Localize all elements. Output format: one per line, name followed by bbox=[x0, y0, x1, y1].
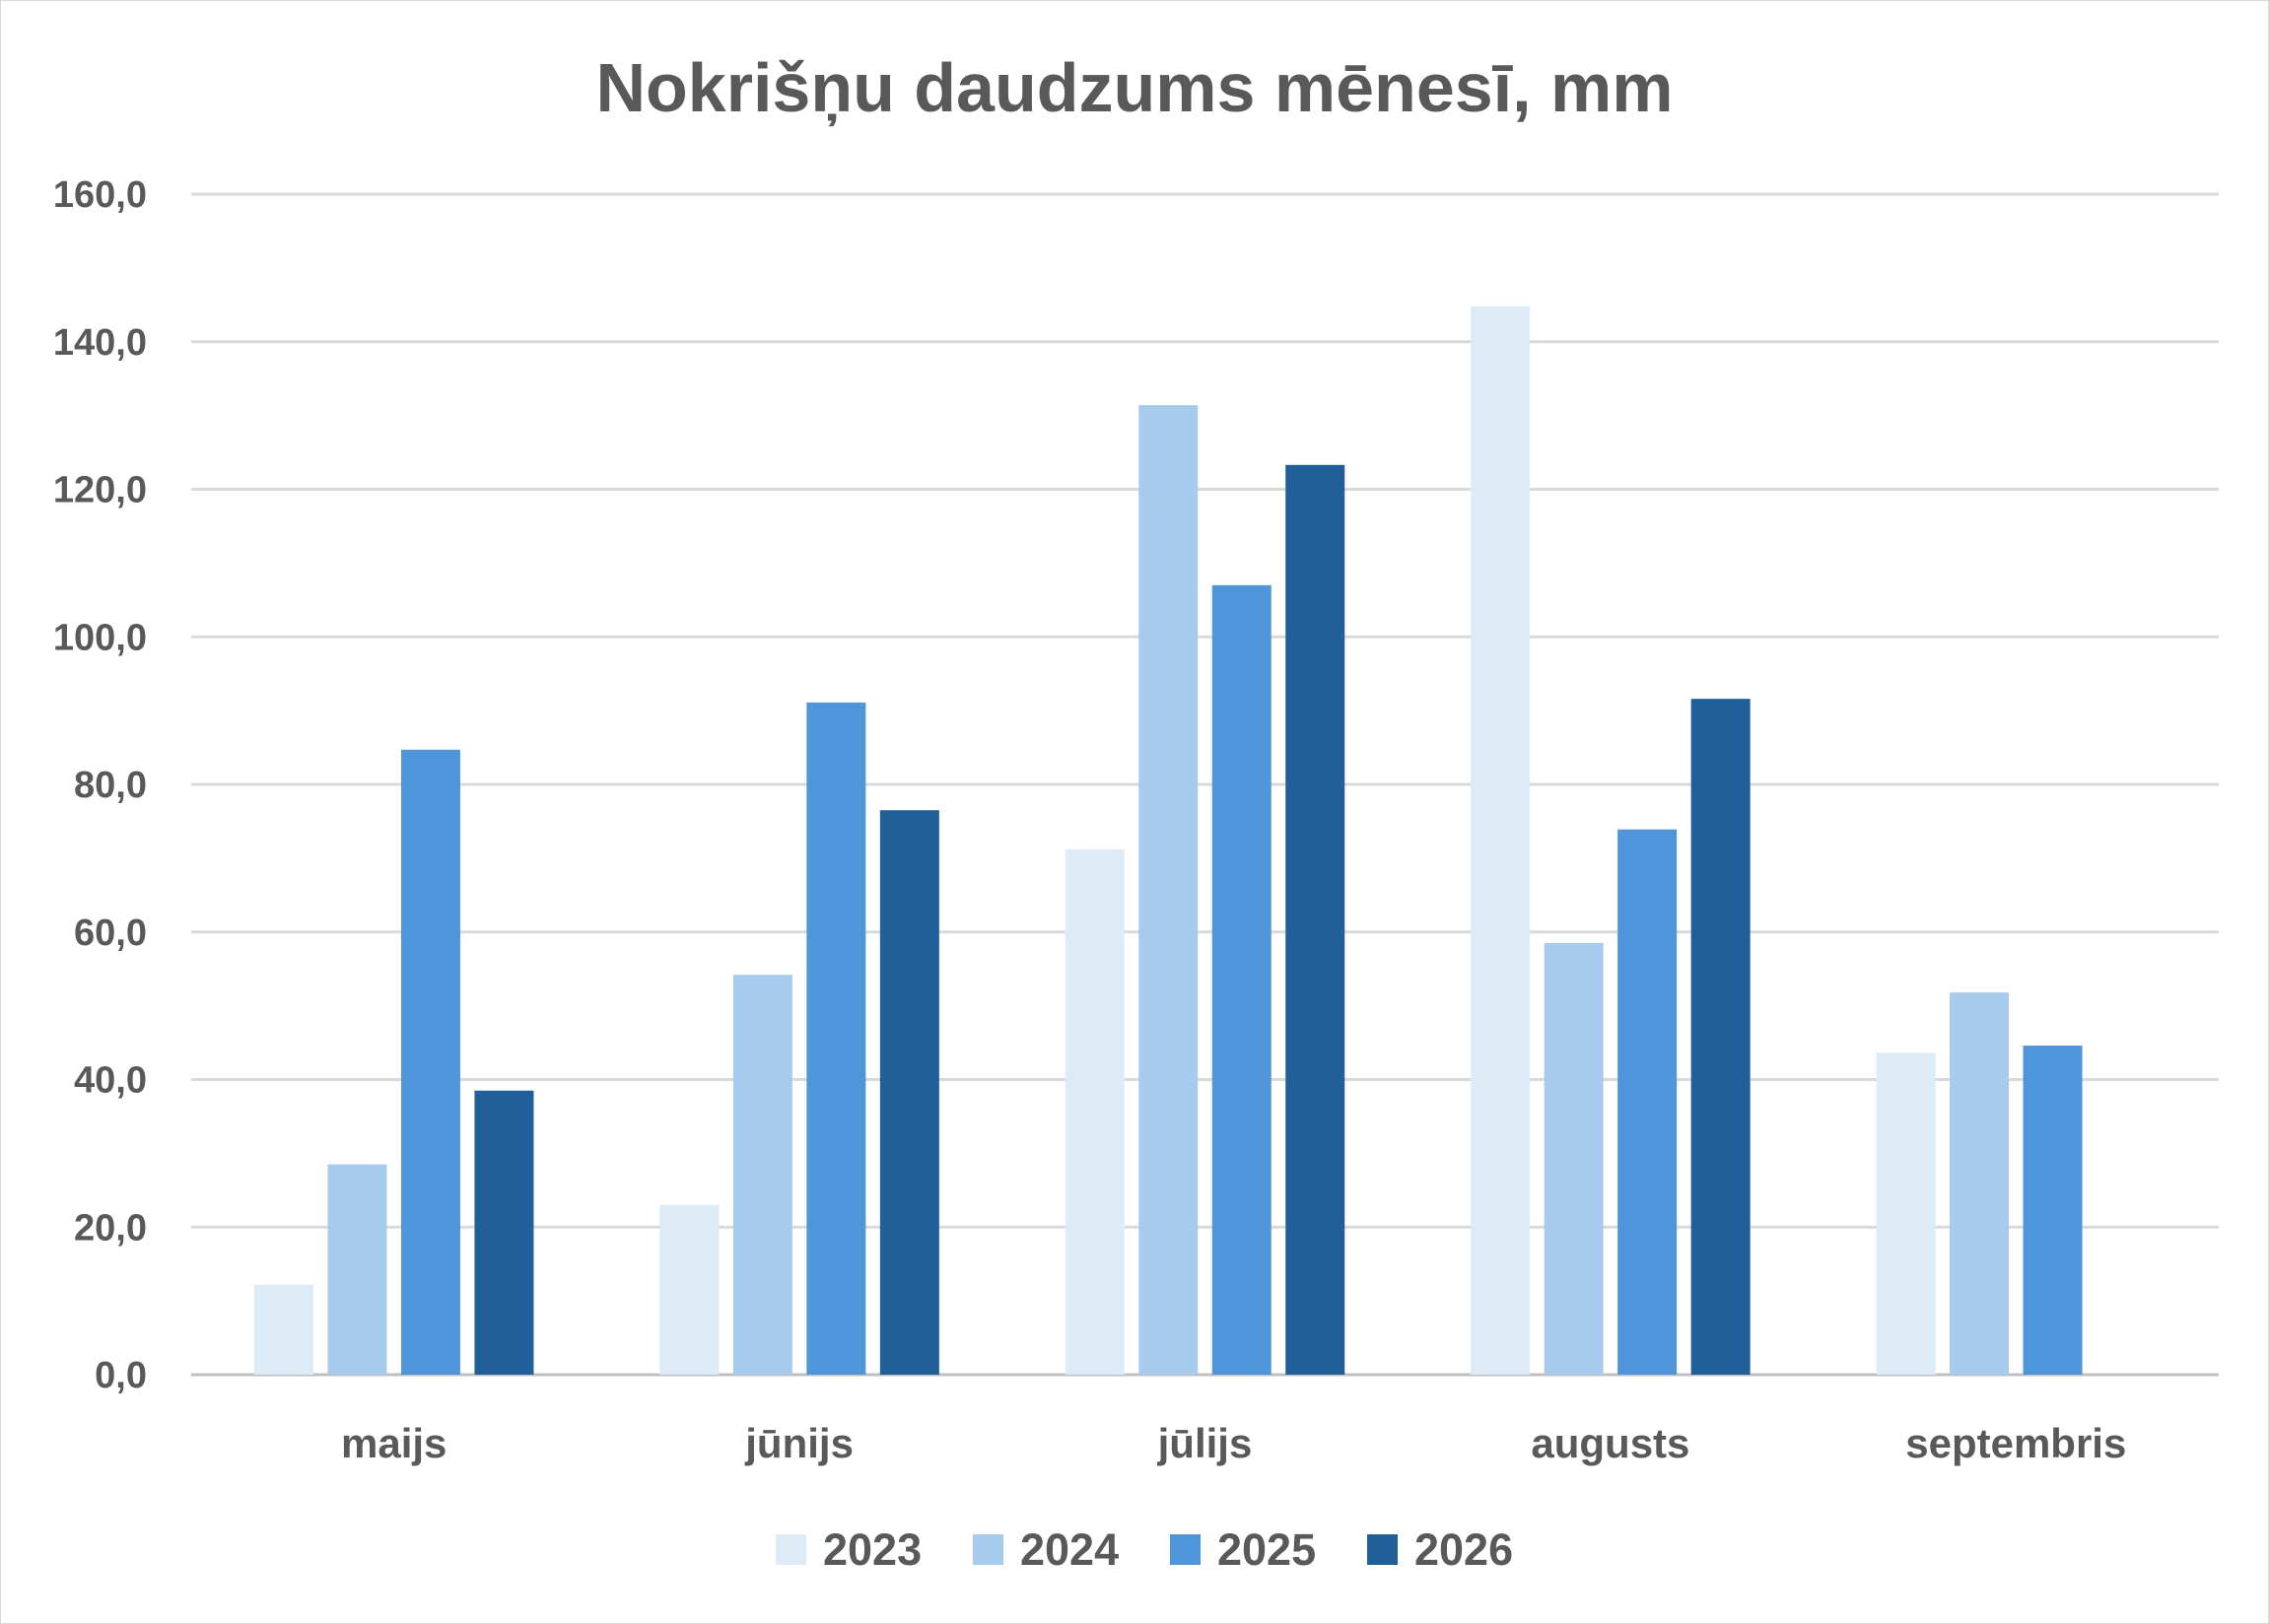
y-axis-ticks: 0,0 20,0 40,0 60,0 80,0 100,0 120,0 140,0 160,0 bbox=[53, 174, 147, 1396]
bar-2024-jūlijs bbox=[1138, 405, 1199, 1376]
bar-2024-septembris bbox=[1950, 992, 2010, 1375]
legend: 2023 2024 2025 2026 bbox=[776, 1524, 1513, 1575]
bar-2023-jūnijs bbox=[659, 1204, 720, 1375]
x-tick-label: jūlijs bbox=[1157, 1420, 1253, 1466]
bar-2025-augusts bbox=[1617, 829, 1678, 1375]
legend-label-2024: 2024 bbox=[1020, 1524, 1119, 1575]
bar-2026-maijs bbox=[474, 1090, 534, 1375]
legend-swatch-2025 bbox=[1170, 1534, 1201, 1565]
legend-swatch-2026 bbox=[1367, 1534, 1398, 1565]
y-tick-label: 100,0 bbox=[53, 617, 147, 658]
chart-title: Nokrišņu daudzums mēnesī, mm bbox=[595, 49, 1673, 127]
bar-2025-maijs bbox=[400, 749, 460, 1375]
x-tick-label: jūnijs bbox=[744, 1420, 854, 1466]
bar-2024-maijs bbox=[327, 1164, 387, 1375]
y-tick-label: 120,0 bbox=[53, 470, 147, 511]
bar-2025-septembris bbox=[2023, 1046, 2083, 1375]
legend-label-2023: 2023 bbox=[823, 1524, 922, 1575]
x-tick-label: septembris bbox=[1905, 1420, 2126, 1466]
bar-2023-maijs bbox=[253, 1284, 313, 1375]
bar-2024-augusts bbox=[1544, 942, 1604, 1375]
bar-2024-jūnijs bbox=[732, 975, 792, 1375]
y-tick-label: 60,0 bbox=[74, 913, 147, 954]
y-tick-label: 140,0 bbox=[53, 322, 147, 364]
y-tick-label: 80,0 bbox=[74, 765, 147, 806]
legend-label-2026: 2026 bbox=[1414, 1524, 1513, 1575]
bar-2023-septembris bbox=[1876, 1052, 1936, 1375]
x-tick-label: maijs bbox=[341, 1420, 447, 1466]
legend-swatch-2024 bbox=[973, 1534, 1003, 1565]
legend-label-2025: 2025 bbox=[1217, 1524, 1316, 1575]
y-tick-label: 160,0 bbox=[53, 174, 147, 216]
bar-2023-jūlijs bbox=[1065, 848, 1125, 1375]
bars bbox=[253, 305, 2083, 1376]
bar-2026-jūlijs bbox=[1285, 464, 1345, 1375]
x-tick-label: augusts bbox=[1531, 1420, 1689, 1466]
bar-2026-augusts bbox=[1690, 699, 1751, 1375]
bar-2026-jūnijs bbox=[879, 810, 939, 1375]
y-tick-label: 40,0 bbox=[74, 1060, 147, 1102]
bar-2023-augusts bbox=[1471, 305, 1531, 1375]
y-tick-label: 20,0 bbox=[74, 1207, 147, 1249]
bar-2025-jūlijs bbox=[1211, 584, 1272, 1375]
legend-swatch-2023 bbox=[776, 1534, 806, 1565]
y-tick-label: 0,0 bbox=[95, 1355, 147, 1396]
bar-2025-jūnijs bbox=[806, 702, 866, 1375]
x-axis-ticks: maijs jūnijs jūlijs augusts septembris bbox=[341, 1420, 2126, 1466]
